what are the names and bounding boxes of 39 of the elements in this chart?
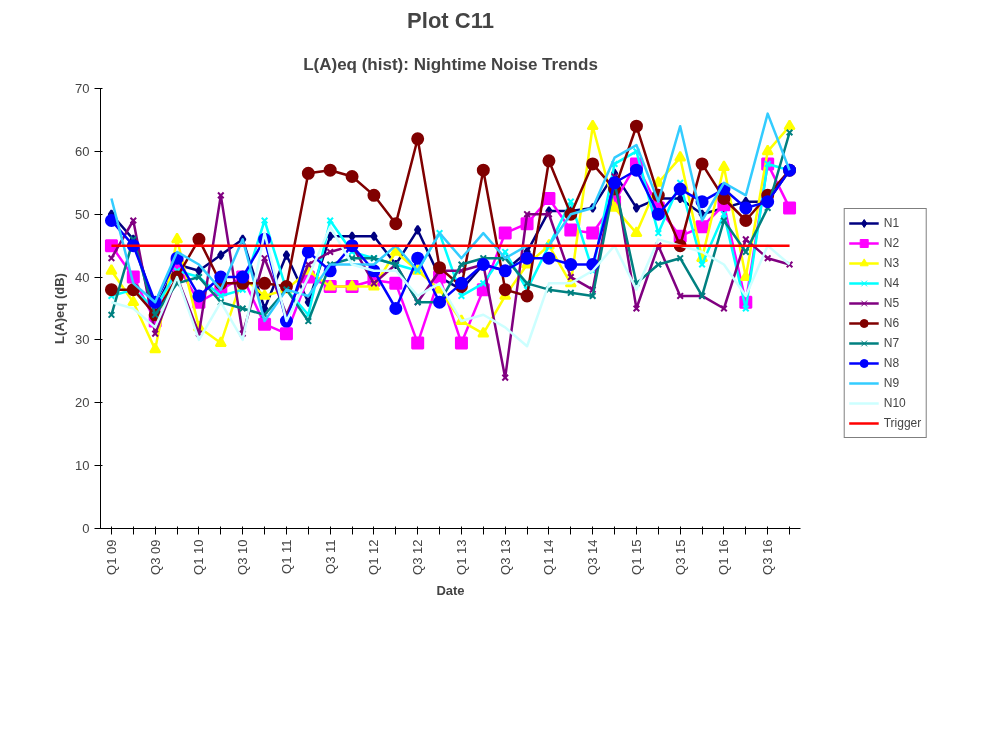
x-tick-label: Q3 10 [235,539,251,575]
y-tick-label: 70 [75,81,90,96]
y-tick-label: 40 [75,269,90,285]
x-tick-label: Q3 15 [672,539,688,575]
x-tick-label: Q1 12 [366,539,382,575]
chart-subtitle: L(A)eq (hist): Nightime Noise Trends [303,54,598,74]
y-tick-label: 30 [75,332,90,348]
legend-label: N9 [883,376,901,390]
x-tick-label: Q3 14 [585,539,601,575]
legend-label: N6 [883,316,901,330]
legend-label: N10 [883,396,906,410]
x-tick-label: Q3 16 [760,539,776,575]
legend-label: N3 [883,256,901,270]
y-tick-label: 60 [75,143,90,159]
y-tick-label: 10 [75,458,90,474]
legend-label: N4 [883,276,901,290]
x-tick-label: Q3 12 [410,539,426,575]
x-tick-label: Q3 13 [497,539,513,575]
y-tick-label: 0 [82,521,90,536]
x-tick-label: Q1 16 [716,539,732,575]
legend-label: N1 [883,216,901,230]
legend-label: N7 [883,336,901,350]
y-tick-label: 50 [75,206,90,222]
legend-label: N2 [883,236,901,250]
y-tick-label: 20 [75,395,90,411]
x-tick-label: Q3 11 [322,539,338,574]
legend-label: N8 [883,356,901,370]
x-axis-title: Date [436,582,465,598]
legend-label: Trigger [883,416,922,430]
x-tick-label: Q1 14 [541,539,557,575]
legend-label: N5 [883,296,901,310]
x-tick-label: Q3 09 [147,539,163,575]
x-tick-label: Q1 11 [278,539,294,574]
chart-title: Plot C11 [407,7,494,33]
x-tick-label: Q1 15 [628,539,644,575]
x-tick-label: Q1 13 [453,539,469,575]
x-tick-label: Q1 10 [191,539,207,575]
y-axis-title: L(A)eq (dB) [52,273,68,344]
x-tick-label: Q1 09 [103,539,119,575]
